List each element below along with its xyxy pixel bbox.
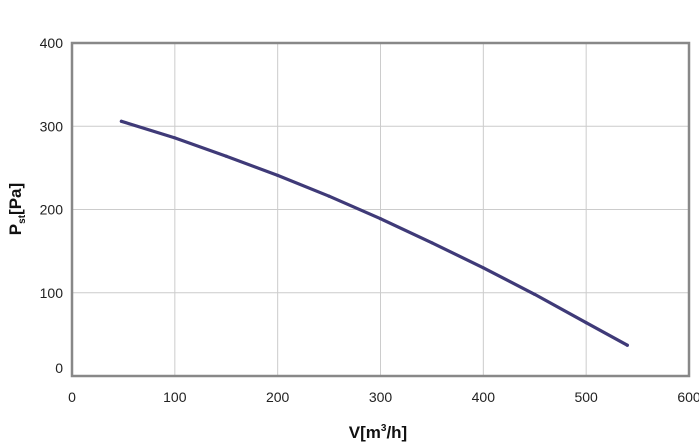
y-tick-labels: 0 100 200 300 400 <box>40 35 64 376</box>
curve-point <box>625 343 629 347</box>
x-tick-label: 500 <box>574 389 598 405</box>
curve-point <box>430 241 434 245</box>
series-layer <box>119 119 629 347</box>
curve-point <box>224 154 228 158</box>
curve-point <box>378 217 383 221</box>
curve-point <box>327 194 331 198</box>
y-tick-label: 0 <box>55 360 63 376</box>
grid-lines <box>72 43 689 376</box>
x-tick-label: 0 <box>68 389 76 405</box>
curve-point <box>276 173 280 177</box>
x-tick-label: 100 <box>163 389 187 405</box>
pressure-curve-line <box>119 119 629 347</box>
x-tick-label: 300 <box>369 389 393 405</box>
y-axis-title: Pst[Pa] <box>6 183 28 235</box>
x-tick-label: 200 <box>266 389 290 405</box>
y-tick-label: 400 <box>40 35 64 51</box>
curve-point <box>533 292 537 296</box>
x-tick-labels: 0 100 200 300 400 500 600 <box>68 389 699 405</box>
x-tick-label: 600 <box>677 389 699 405</box>
curve-point <box>584 321 588 325</box>
curve-point <box>173 136 177 140</box>
y-tick-label: 100 <box>40 285 64 301</box>
y-tick-label: 200 <box>40 202 64 218</box>
y-tick-label: 300 <box>40 118 64 134</box>
plot-frame <box>70 41 691 378</box>
x-tick-label: 400 <box>472 389 496 405</box>
curve-point <box>481 266 485 270</box>
curve-point <box>119 119 123 123</box>
x-axis-title: V[m3/h] <box>349 423 407 442</box>
